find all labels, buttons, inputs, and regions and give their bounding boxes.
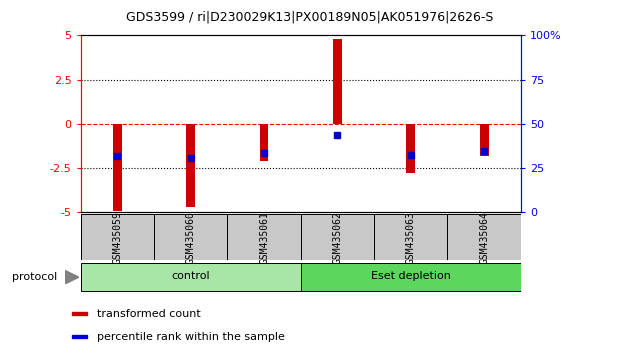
Bar — [448, 214, 521, 260]
Bar — [260, 124, 268, 161]
Text: GSM435063: GSM435063 — [405, 211, 416, 264]
Bar — [333, 39, 342, 124]
Bar — [228, 214, 301, 260]
Bar — [480, 124, 489, 156]
Bar — [301, 214, 374, 260]
Polygon shape — [65, 270, 79, 284]
Text: GSM435061: GSM435061 — [259, 211, 269, 264]
Bar — [374, 214, 448, 260]
Bar — [186, 124, 195, 207]
Bar — [81, 214, 154, 260]
Bar — [72, 313, 87, 315]
Bar — [72, 336, 87, 338]
Text: GSM435060: GSM435060 — [185, 211, 196, 264]
Text: GSM435064: GSM435064 — [479, 211, 489, 264]
Text: GSM435059: GSM435059 — [112, 211, 122, 264]
Text: control: control — [171, 270, 210, 280]
Bar — [113, 124, 122, 211]
Text: protocol: protocol — [12, 272, 58, 282]
Text: GSM435062: GSM435062 — [332, 211, 342, 264]
Text: Eset depletion: Eset depletion — [371, 270, 451, 280]
Bar — [154, 214, 228, 260]
Text: transformed count: transformed count — [97, 309, 200, 319]
Text: GDS3599 / ri|D230029K13|PX00189N05|AK051976|2626-S: GDS3599 / ri|D230029K13|PX00189N05|AK051… — [126, 11, 494, 24]
Text: percentile rank within the sample: percentile rank within the sample — [97, 332, 285, 342]
Bar — [406, 124, 415, 173]
Bar — [301, 263, 521, 291]
Bar — [81, 263, 301, 291]
